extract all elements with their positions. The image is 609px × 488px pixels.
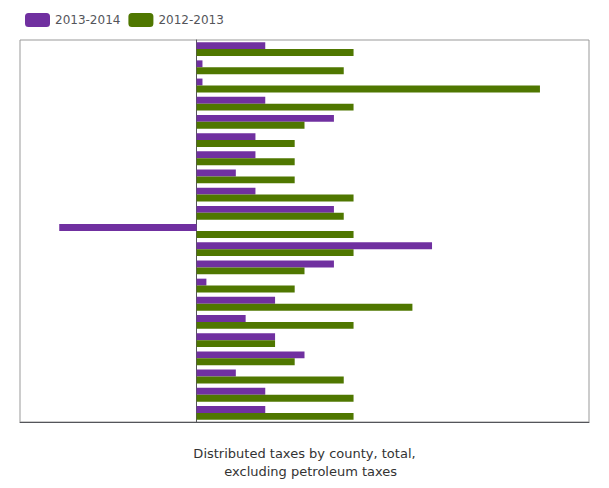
- svg-text:excluding petroleum taxes: excluding petroleum taxes: [212, 464, 397, 479]
- svg-text:2013-2014: 2013-2014: [55, 13, 120, 27]
- svg-text:Distributed taxes by county, t: Distributed taxes by county, total,: [193, 446, 415, 461]
- svg-text:2012-2013: 2012-2013: [158, 13, 223, 27]
